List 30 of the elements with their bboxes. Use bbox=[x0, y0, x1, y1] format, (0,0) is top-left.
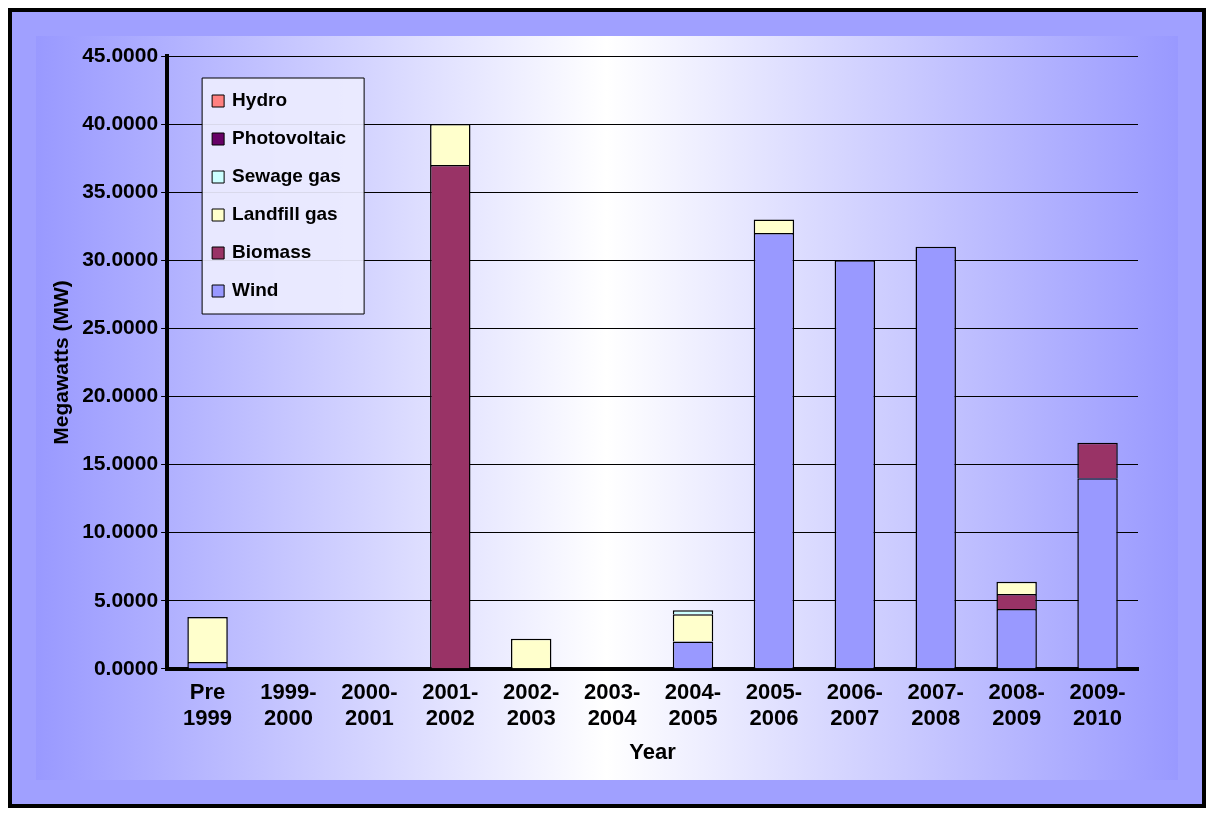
legend-label: Wind bbox=[232, 279, 279, 301]
y-tick-label: 15.0000 bbox=[82, 451, 159, 475]
y-tick-label: 35.0000 bbox=[82, 178, 159, 202]
y-axis-title: Megawatts (MW) bbox=[49, 280, 73, 445]
x-tick-label: 2000-2001 bbox=[341, 679, 398, 731]
legend-label: Landfill gas bbox=[232, 203, 338, 225]
y-tick-label: 40.0000 bbox=[82, 110, 159, 134]
x-tick-label: 2008-2009 bbox=[988, 679, 1045, 731]
x-tick-label: 2004-2005 bbox=[664, 679, 722, 731]
y-tick-label: 30.0000 bbox=[82, 247, 159, 271]
x-tick-label: 2007-2008 bbox=[907, 679, 964, 731]
legend-label: Photovoltaic bbox=[232, 127, 347, 149]
y-tick-label: 0.0000 bbox=[93, 655, 159, 679]
y-tick-label: 10.0000 bbox=[82, 519, 159, 543]
x-axis-title: Year bbox=[629, 738, 677, 764]
legend-label: Sewage gas bbox=[232, 165, 341, 187]
x-tick-label: 2002-2003 bbox=[503, 679, 560, 731]
x-tick-label: 2001-2002 bbox=[422, 679, 479, 731]
x-tick-label: 2005-2006 bbox=[745, 679, 803, 731]
x-tick-label: 2006-2007 bbox=[826, 679, 883, 731]
x-tick-label: 1999-2000 bbox=[260, 679, 317, 731]
x-tick-label: Pre 1999 bbox=[183, 679, 233, 731]
x-tick-label: 2009-2010 bbox=[1069, 679, 1126, 731]
y-tick-label: 25.0000 bbox=[82, 315, 159, 339]
legend-label: Hydro bbox=[232, 89, 288, 111]
y-tick-label: 20.0000 bbox=[82, 383, 159, 407]
x-tick-label: 2003-2004 bbox=[583, 679, 641, 731]
y-tick-label: 45.0000 bbox=[82, 42, 159, 66]
y-tick-label: 5.0000 bbox=[93, 587, 159, 611]
legend-label: Biomass bbox=[232, 241, 312, 263]
